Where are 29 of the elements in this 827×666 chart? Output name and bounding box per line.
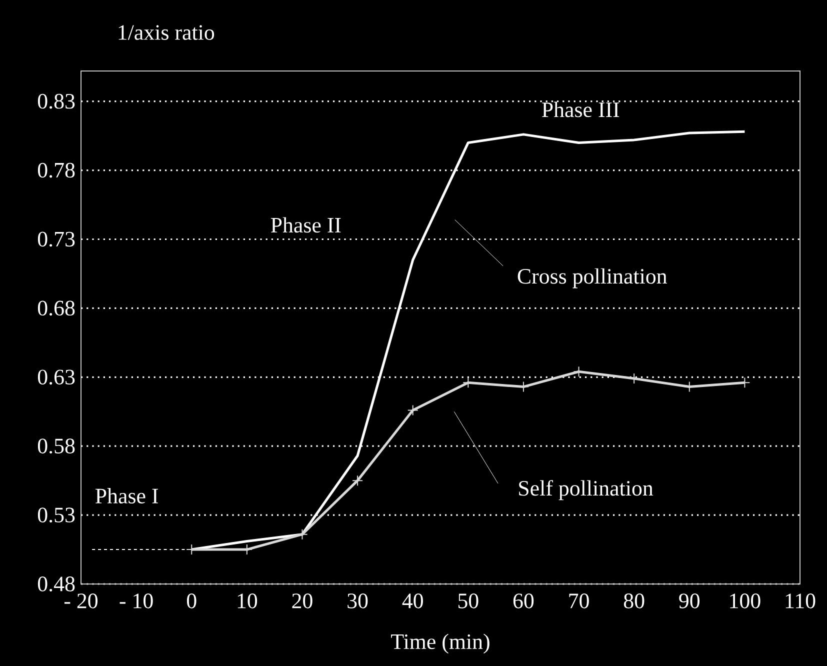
x-tick-label: 60 (513, 594, 534, 608)
x-tick-label: 0 (186, 594, 196, 608)
annotation: Phase III (542, 102, 620, 118)
x-tick-label: 40 (402, 594, 423, 608)
x-tick-label: 80 (624, 594, 644, 608)
y-axis-title: 1/axis ratio (118, 25, 214, 40)
y-tick-label: 0.48 (38, 576, 75, 592)
x-tick-label: 30 (348, 594, 368, 608)
x-tick-label: 10 (238, 594, 258, 608)
y-tick-label: 0.73 (38, 232, 75, 247)
y-tick-label: 0.83 (38, 94, 75, 109)
y-tick-label: 0.68 (38, 300, 75, 316)
x-tick-label: 100 (730, 594, 760, 608)
x-tick-label: 70 (569, 594, 589, 608)
x-tick-label: 20 (292, 594, 312, 608)
y-tick-label: 0.53 (38, 508, 75, 522)
x-axis-title: Time (min) (391, 634, 490, 654)
x-tick-label: 90 (679, 594, 700, 608)
annotation: Phase I (95, 488, 158, 504)
x-tick-label: - 10 (120, 594, 153, 608)
x-tick-label: - 20 (64, 594, 98, 608)
annotation: Cross pollination (518, 268, 667, 288)
x-tick-label: 110 (786, 594, 816, 608)
annotation: Phase II (270, 217, 341, 233)
annotation: Self pollination (519, 480, 654, 500)
y-tick-label: 0.63 (38, 370, 75, 385)
x-tick-label: 50 (458, 594, 478, 608)
y-tick-label: 0.58 (38, 438, 75, 454)
y-tick-label: 0.78 (38, 162, 75, 178)
